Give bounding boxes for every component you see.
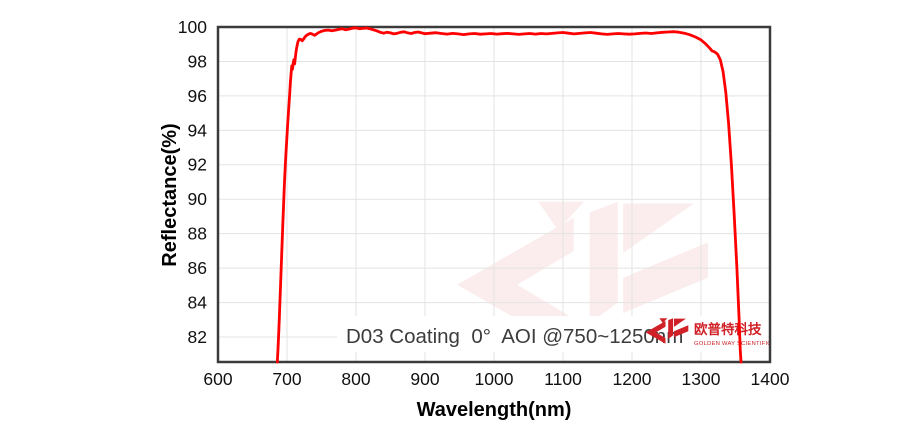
x-tick-label: 900 [410,369,439,389]
y-tick-label: 96 [188,86,207,106]
y-axis-title: Reflectance(%) [159,123,181,266]
y-tick-label: 94 [188,120,208,140]
y-tick-label: 82 [188,327,207,347]
x-tick-label: 1000 [475,369,514,389]
x-tick-label: 700 [272,369,301,389]
gridlines [218,27,770,362]
annotation-group: D03 Coating 0° AOI @750~1250nm 欧普特科技 GOL… [337,316,772,352]
x-tick-label: 1400 [751,369,790,389]
company-logo: 欧普特科技 GOLDEN WAY SCIENTIFIC [645,318,772,347]
x-tick-label: 1200 [613,369,652,389]
annotation-background [337,316,767,352]
y-tick-label: 88 [188,224,207,244]
reflectance-curve [275,26,743,364]
company-name-en: GOLDEN WAY SCIENTIFIC [694,341,772,347]
annotation-label: D03 Coating 0° AOI @750~1250nm [346,325,683,348]
x-tick-label: 1100 [544,369,582,389]
y-tick-label: 86 [188,258,207,278]
x-axis-title: Wavelength(nm) [417,399,572,421]
x-tick-label: 800 [341,369,370,389]
y-tick-label: 98 [188,51,207,71]
y-tick-label: 92 [188,155,207,175]
y-tick-label: 90 [188,189,208,209]
y-tick-label: 100 [178,17,207,37]
x-tick-label: 1300 [682,369,721,389]
x-tick-label: 600 [203,369,232,389]
plot-border [216,25,772,364]
tick-labels: 600 700 800 900 1000 1100 1200 1300 1400 82 84 86 88… [178,17,790,389]
company-name-cn: 欧普特科技 [694,321,762,337]
y-tick-label: 84 [188,293,208,313]
